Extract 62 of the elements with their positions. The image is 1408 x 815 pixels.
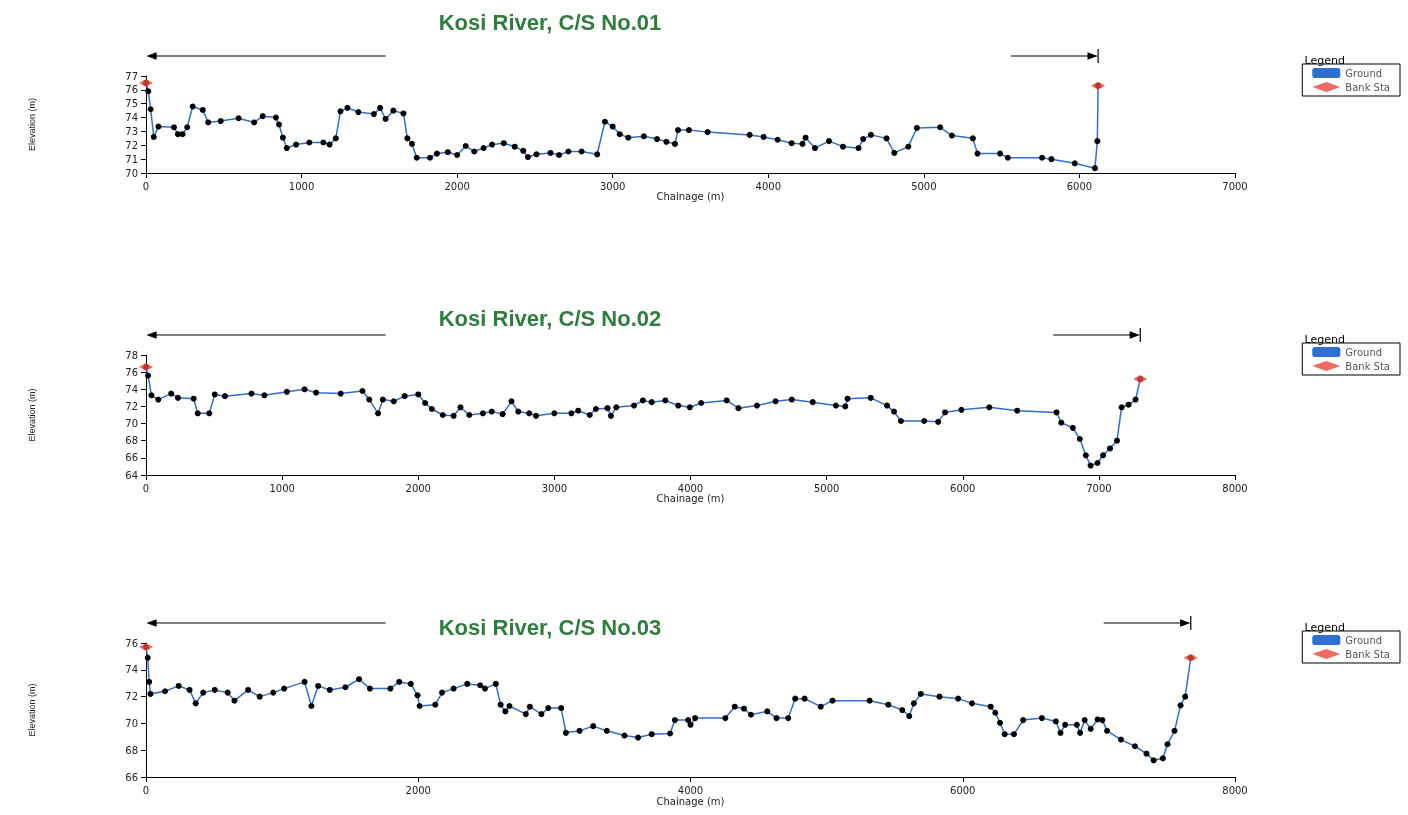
- y-tick-label: 70: [125, 418, 138, 430]
- x-tick-label: 0: [142, 482, 150, 494]
- x-tick-label: 6000: [1066, 180, 1093, 192]
- y-tick-label: 71: [125, 153, 138, 165]
- x-tick-label: 2000: [444, 180, 470, 192]
- x-tick-label: 5000: [813, 482, 840, 494]
- x-tick-label: 6000: [950, 784, 976, 796]
- legend-label: Ground: [1345, 634, 1383, 646]
- y-tick-label: 72: [125, 139, 138, 151]
- y-tick-label: 68: [125, 435, 138, 447]
- x-tick-label: 4000: [677, 784, 704, 796]
- x-tick-label: 7000: [1086, 482, 1112, 494]
- x-tick-label: 2000: [405, 784, 431, 796]
- y-axis-title: Elevation (m): [26, 388, 37, 442]
- x-axis-title: Chainage (m): [656, 795, 725, 807]
- y-tick-label: 78: [125, 349, 138, 361]
- chart-title: Kosi River, C/S No.01: [438, 9, 662, 35]
- y-tick-label: 72: [125, 400, 138, 412]
- y-tick-label: 73: [125, 125, 138, 137]
- legend-label: Bank Sta: [1345, 648, 1391, 660]
- y-tick-label: 74: [125, 664, 138, 676]
- y-tick-label: 74: [125, 383, 138, 395]
- legend-title: Legend: [1304, 621, 1346, 634]
- x-tick-label: 4000: [755, 180, 782, 192]
- x-tick-label: 0: [142, 180, 150, 192]
- y-tick-label: 64: [125, 469, 138, 481]
- legend-label: Bank Sta: [1345, 81, 1391, 93]
- x-axis-title: Chainage (m): [656, 493, 725, 505]
- y-tick-label: 76: [125, 637, 138, 649]
- x-tick-label: 3000: [541, 482, 568, 494]
- legend-label: Ground: [1345, 346, 1383, 358]
- chart-title: Kosi River, C/S No.02: [438, 305, 662, 331]
- x-tick-label: 4000: [677, 482, 704, 494]
- y-tick-label: 66: [125, 452, 138, 464]
- x-tick-label: 3000: [599, 180, 626, 192]
- legend-label: Ground: [1345, 67, 1383, 79]
- x-tick-label: 1000: [269, 482, 295, 494]
- x-axis-title: Chainage (m): [656, 191, 725, 203]
- y-tick-label: 72: [125, 691, 138, 703]
- legend-title: Legend: [1304, 54, 1346, 67]
- y-axis-title: Elevation (m): [26, 97, 37, 152]
- y-axis-title: Elevation (m): [26, 683, 37, 737]
- x-tick-label: 7000: [1222, 180, 1248, 192]
- y-tick-label: 70: [125, 717, 138, 729]
- y-tick-label: 68: [125, 744, 138, 756]
- chart-title: Kosi River, C/S No.03: [438, 614, 662, 640]
- legend-title: Legend: [1304, 333, 1346, 346]
- y-tick-label: 70: [125, 167, 138, 179]
- y-tick-label: 76: [125, 366, 138, 378]
- x-tick-label: 5000: [911, 180, 937, 192]
- y-tick-label: 76: [125, 84, 138, 96]
- x-tick-label: 8000: [1222, 784, 1248, 796]
- y-tick-label: 74: [125, 112, 138, 124]
- y-tick-label: 77: [125, 70, 138, 82]
- legend-label: Bank Sta: [1345, 360, 1391, 372]
- x-tick-label: 0: [142, 784, 150, 796]
- y-tick-label: 75: [125, 98, 138, 110]
- x-tick-label: 1000: [288, 180, 315, 192]
- x-tick-label: 8000: [1222, 482, 1248, 494]
- x-tick-label: 6000: [950, 482, 976, 494]
- x-tick-label: 2000: [405, 482, 431, 494]
- y-tick-label: 66: [125, 771, 138, 783]
